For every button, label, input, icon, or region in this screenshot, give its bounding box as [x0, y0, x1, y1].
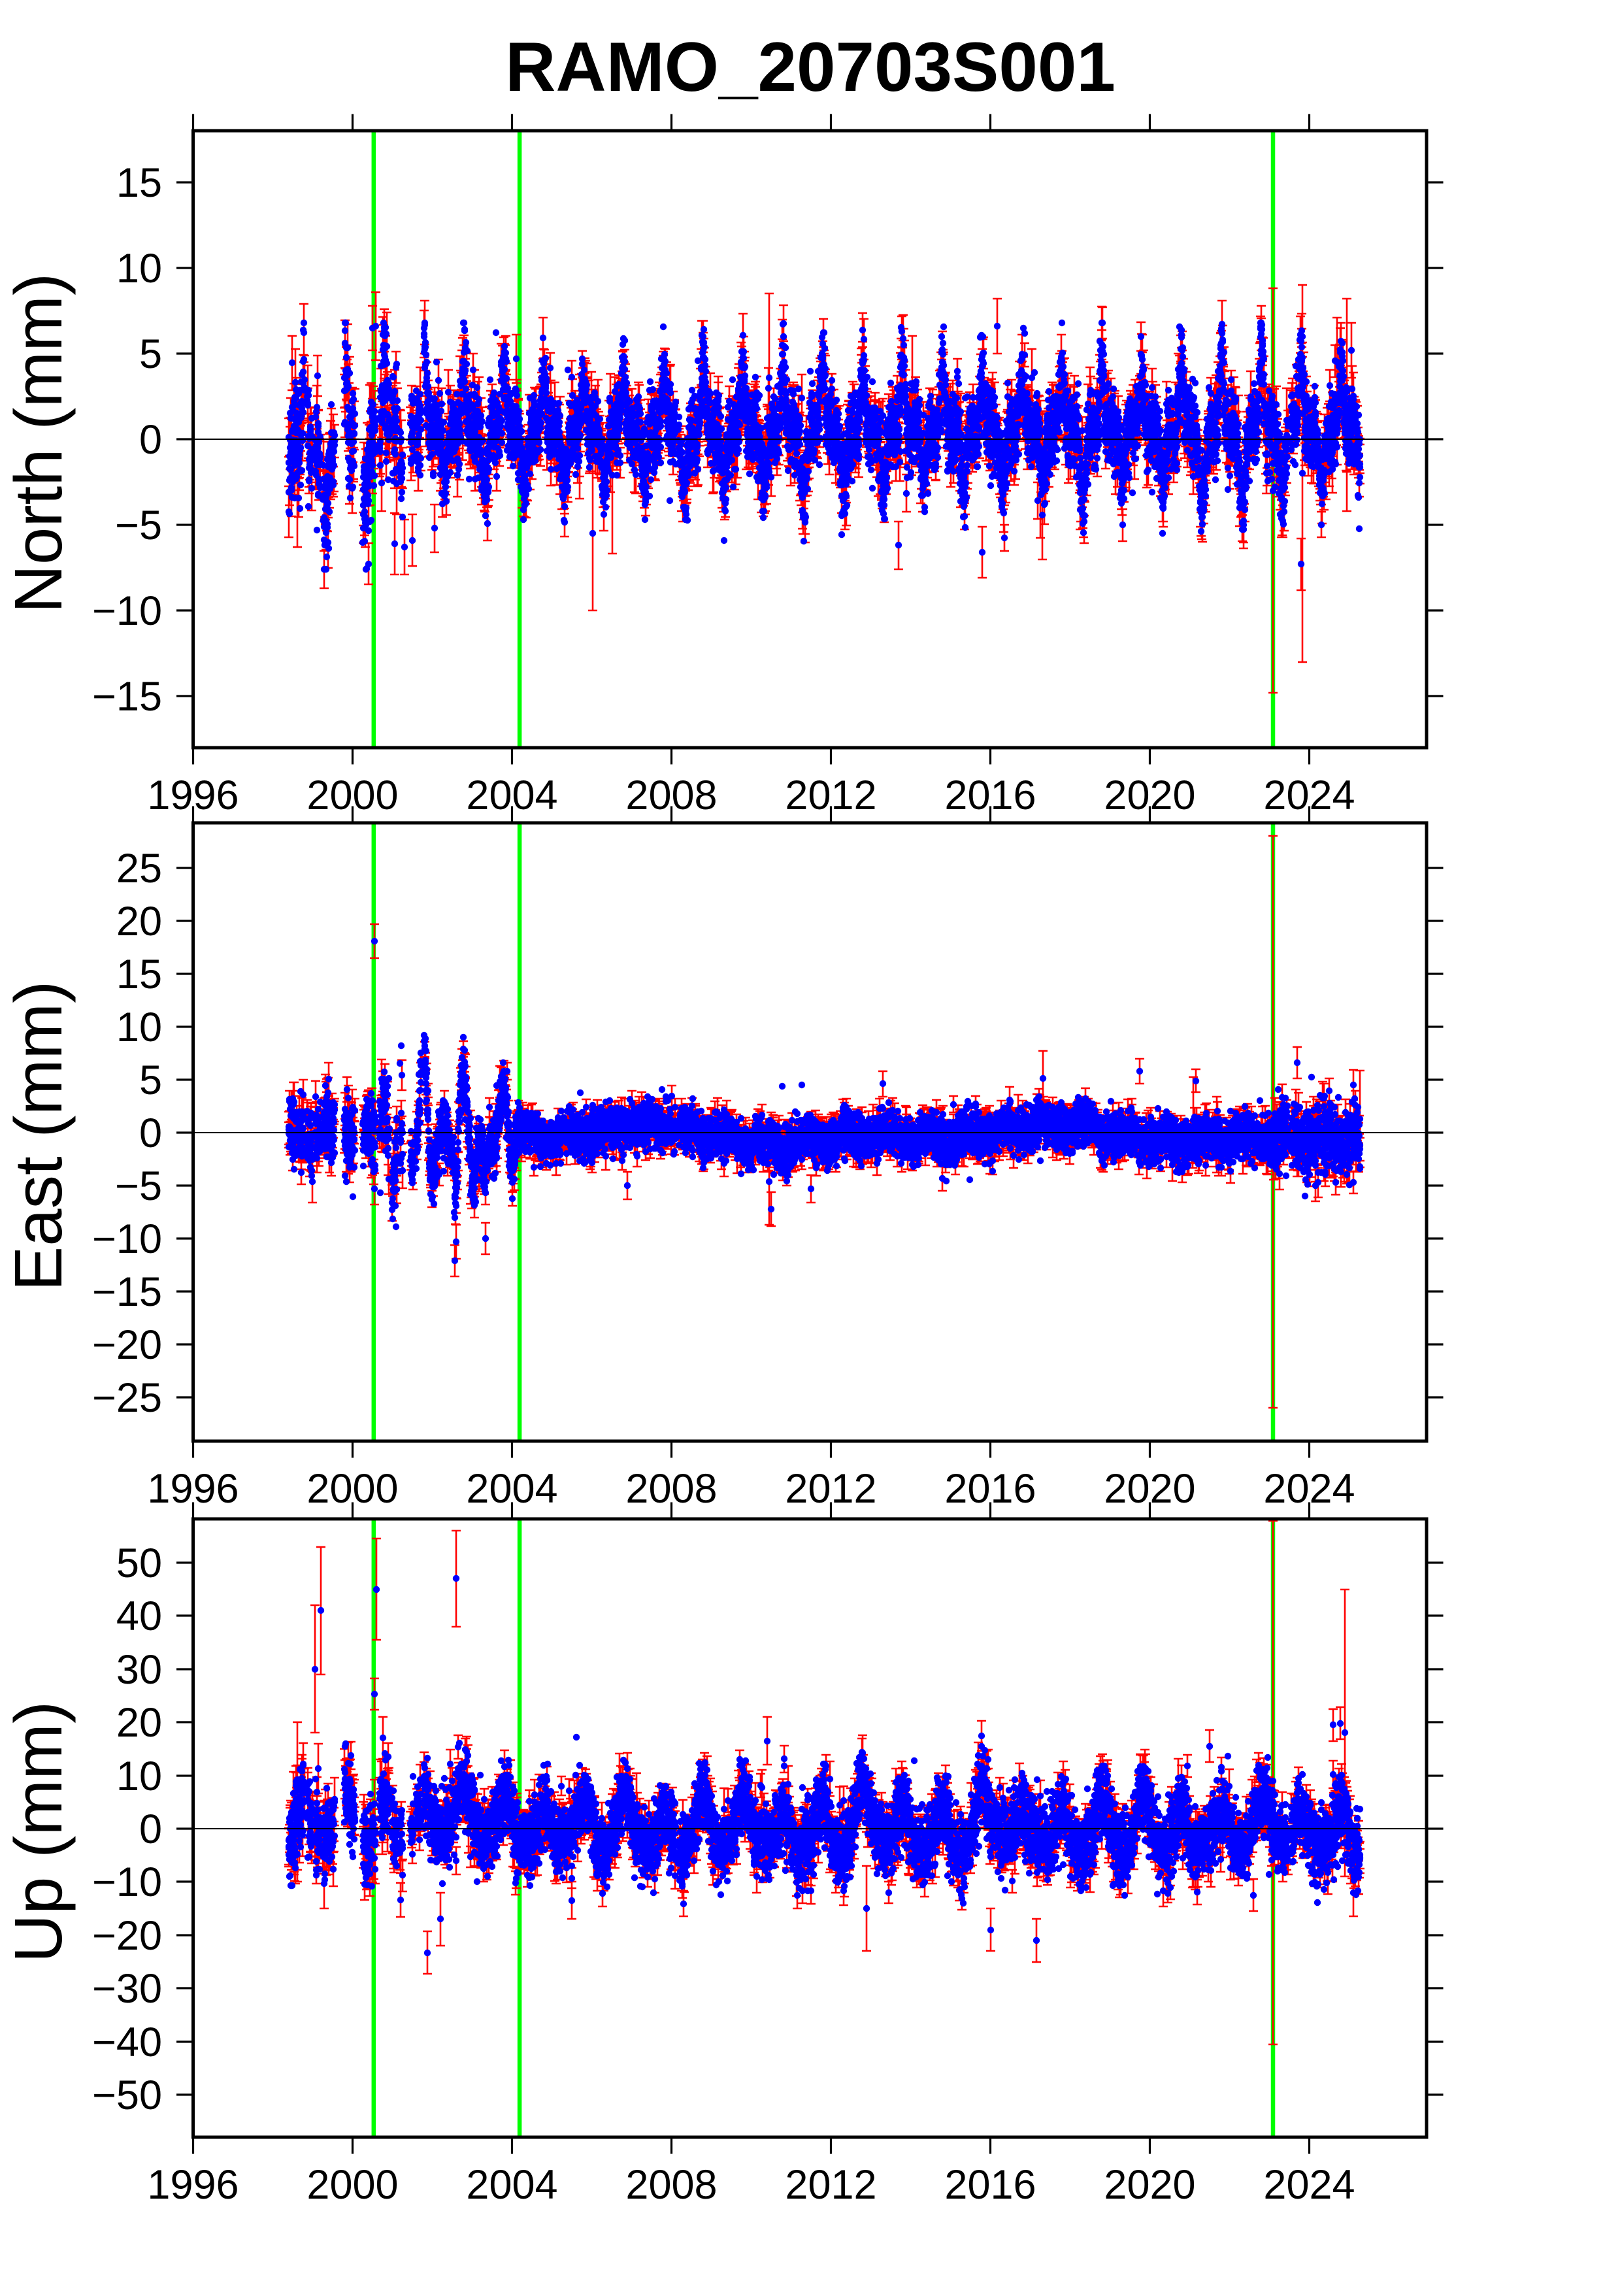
svg-text:2008: 2008 — [625, 2162, 717, 2208]
svg-text:North (mm): North (mm) — [1, 273, 76, 614]
svg-text:Up (mm): Up (mm) — [1, 1701, 76, 1963]
svg-text:50: 50 — [116, 1540, 162, 1586]
svg-text:−20: −20 — [92, 1322, 162, 1368]
svg-text:2000: 2000 — [306, 2162, 398, 2208]
svg-text:0: 0 — [139, 1806, 162, 1852]
svg-text:0: 0 — [139, 417, 162, 463]
svg-text:20: 20 — [116, 1700, 162, 1746]
svg-text:2016: 2016 — [944, 2162, 1036, 2208]
svg-text:−15: −15 — [92, 674, 162, 720]
svg-text:East (mm): East (mm) — [1, 981, 76, 1291]
svg-text:−10: −10 — [92, 1216, 162, 1262]
svg-text:−40: −40 — [92, 2020, 162, 2065]
svg-text:2020: 2020 — [1104, 2162, 1195, 2208]
svg-text:−50: −50 — [92, 2072, 162, 2118]
svg-text:−10: −10 — [92, 588, 162, 634]
svg-text:−5: −5 — [115, 1163, 162, 1209]
svg-text:−20: −20 — [92, 1913, 162, 1959]
svg-text:25: 25 — [116, 846, 162, 891]
svg-text:20: 20 — [116, 899, 162, 944]
svg-text:−10: −10 — [92, 1859, 162, 1905]
svg-text:30: 30 — [116, 1647, 162, 1693]
svg-text:2012: 2012 — [785, 2162, 876, 2208]
svg-text:2004: 2004 — [466, 2162, 557, 2208]
svg-text:5: 5 — [139, 1057, 162, 1103]
svg-text:10: 10 — [116, 1005, 162, 1050]
svg-text:5: 5 — [139, 331, 162, 377]
svg-text:2024: 2024 — [1263, 2162, 1355, 2208]
svg-text:10: 10 — [116, 246, 162, 291]
svg-text:15: 15 — [116, 952, 162, 997]
svg-text:15: 15 — [116, 160, 162, 206]
svg-text:−30: −30 — [92, 1966, 162, 2012]
svg-text:−25: −25 — [92, 1375, 162, 1421]
svg-text:RAMO_20703S001: RAMO_20703S001 — [505, 27, 1116, 106]
svg-text:10: 10 — [116, 1754, 162, 1799]
svg-text:−15: −15 — [92, 1269, 162, 1315]
svg-text:0: 0 — [139, 1110, 162, 1156]
svg-text:40: 40 — [116, 1593, 162, 1639]
svg-text:1996: 1996 — [147, 2162, 239, 2208]
svg-text:−5: −5 — [115, 503, 162, 548]
